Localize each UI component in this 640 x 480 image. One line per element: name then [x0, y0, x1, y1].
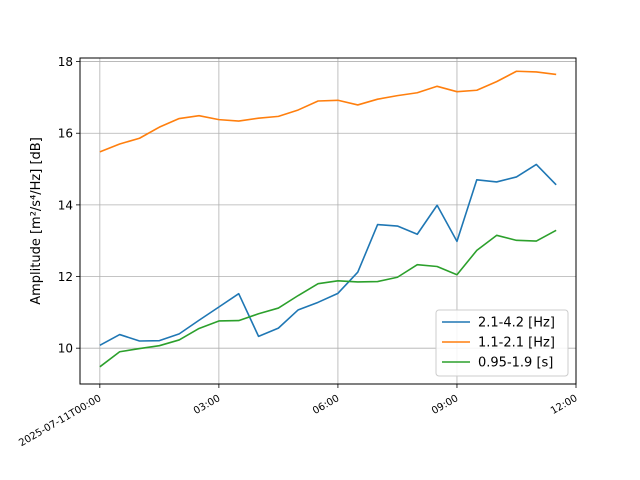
plot-frame: [79, 57, 577, 385]
x-tick-label: 12:00: [549, 393, 579, 417]
y-tick-label: 18: [58, 55, 73, 69]
series-line-2: [99, 70, 557, 153]
x-tick-label: 06:00: [311, 393, 341, 417]
y-axis: 10 12 14 16 18: [58, 55, 80, 356]
x-tick-label: 09:00: [430, 393, 460, 417]
y-axis-label: Amplitude [m²/s⁴/Hz] [dB]: [29, 137, 44, 305]
y-tick-label: 16: [58, 127, 73, 141]
plot-lines: [99, 70, 557, 368]
x-axis: 2025-07-11T00:00 03:00 06:00 09:00 12:00: [17, 384, 580, 449]
y-tick-label: 10: [58, 342, 73, 356]
y-tick-label: 14: [58, 198, 73, 212]
legend-label: 2.1-4.2 [Hz]: [478, 316, 555, 331]
x-tick-label: 03:00: [192, 393, 222, 417]
series-line-1: [99, 163, 557, 347]
x-tick-label: 2025-07-11T00:00: [17, 393, 103, 449]
legend: 2.1-4.2 [Hz] 1.1-2.1 [Hz] 0.95-1.9 [s]: [435, 309, 569, 377]
legend-box: [435, 309, 569, 377]
y-tick-label: 12: [58, 270, 73, 284]
legend-label: 1.1-2.1 [Hz]: [478, 336, 555, 351]
series-line-3: [99, 229, 557, 368]
legend-label: 0.95-1.9 [s]: [478, 356, 553, 371]
